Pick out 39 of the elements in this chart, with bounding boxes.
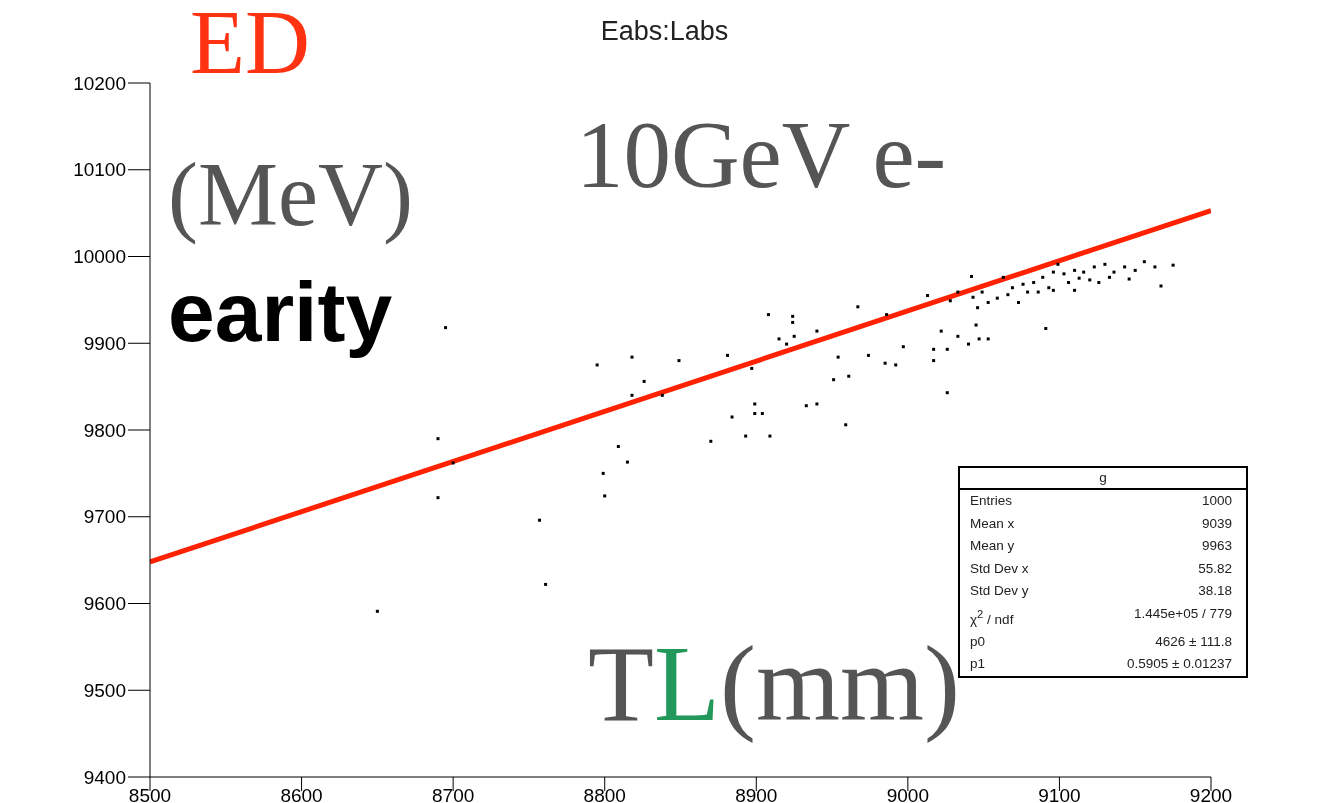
y-tick-label: 10200 <box>73 72 126 94</box>
x-tick-label: 8700 <box>432 785 475 803</box>
annotation: 1.445e+05 / 779 <box>1134 604 1232 623</box>
y-tick-label: 9500 <box>83 679 126 701</box>
x-tick-label: 8800 <box>583 785 626 803</box>
annotation: p1 <box>970 655 986 673</box>
annotation: 9039 <box>1201 514 1232 533</box>
x-tick-label: 9000 <box>886 785 929 803</box>
annotation: 1000 <box>1201 492 1232 510</box>
y-tick-label: 10100 <box>73 159 126 181</box>
annotation: 9963 <box>1201 537 1232 555</box>
x-tick-label: 8600 <box>280 785 323 803</box>
y-tick-label: 10000 <box>73 246 126 268</box>
annotation: Std Dev y <box>970 582 1029 600</box>
x-axis-title: TL(mm) <box>588 624 960 743</box>
x-tick-label: 8500 <box>128 785 172 803</box>
y-tick-label: 9900 <box>83 332 126 354</box>
annotation: 38.18 <box>1198 582 1232 600</box>
annotation: Mean y <box>970 537 1015 555</box>
annotation: 55.82 <box>1198 559 1232 578</box>
annotation: earity <box>168 265 393 359</box>
annotation: 10GeV e- <box>576 102 947 208</box>
annotation: χ$^{2}$ / ndf <box>970 606 1014 629</box>
annotation: Entries <box>970 492 1013 510</box>
annotation: Std Dev x <box>970 559 1029 578</box>
y-tick-label: 9600 <box>83 593 126 615</box>
x-tick-label: 9100 <box>1038 785 1081 803</box>
y-tick-label: 9400 <box>83 766 126 788</box>
annotation: p0 <box>970 632 986 651</box>
annotation: 4626 ± 111.8 <box>1155 632 1232 651</box>
annotation: g <box>960 468 1246 490</box>
y-axis-title: ED (MeV) <box>168 0 413 244</box>
x-tick-label: 8900 <box>735 785 778 803</box>
annotation: Mean x <box>970 514 1015 533</box>
annotation: 0.5905 ± 0.01237 <box>1126 655 1232 673</box>
y-tick-label: 9800 <box>83 419 126 441</box>
y-tick-label: 9700 <box>83 506 126 528</box>
x-tick-label: 9200 <box>1189 785 1233 803</box>
chart-title: Eabs:Labs <box>600 16 729 46</box>
